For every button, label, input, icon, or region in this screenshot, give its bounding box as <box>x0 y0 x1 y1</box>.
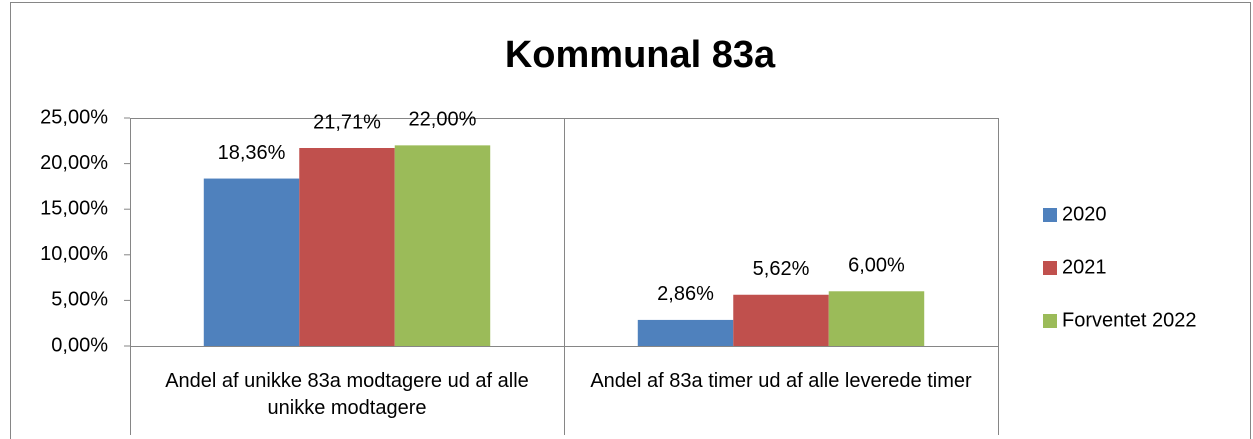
legend-label: 2021 <box>1062 256 1107 278</box>
x-tick-label: Andel af 83a timer ud af alle leverede t… <box>590 370 972 392</box>
legend-label: Forventet 2022 <box>1062 309 1197 331</box>
data-label: 18,36% <box>218 142 286 164</box>
legend-swatch <box>1043 314 1057 328</box>
y-tick-label: 25,00% <box>40 106 108 128</box>
legend-label: 2020 <box>1062 203 1107 225</box>
legend-swatch <box>1043 261 1057 275</box>
bar <box>299 148 395 346</box>
data-label: 2,86% <box>657 283 714 305</box>
y-tick-label: 0,00% <box>51 334 108 356</box>
data-label: 21,71% <box>313 111 381 133</box>
bar <box>637 319 734 346</box>
x-tick-label-box: Andel af unikke 83a modtagere ud af alle… <box>165 370 529 419</box>
y-tick-label: 20,00% <box>40 152 108 174</box>
data-label: 5,62% <box>753 258 810 280</box>
chart-title: Kommunal 83a <box>505 34 776 76</box>
y-tick-label: 15,00% <box>40 197 108 219</box>
legend-swatch <box>1043 208 1057 222</box>
bar <box>828 291 925 346</box>
y-tick-label: 10,00% <box>40 243 108 265</box>
y-tick-label: 5,00% <box>51 289 108 311</box>
data-label: 6,00% <box>848 255 905 277</box>
x-tick-label-box: Andel af 83a timer ud af alle leverede t… <box>590 370 972 392</box>
bar <box>733 294 829 346</box>
bar <box>203 178 300 346</box>
bar <box>394 145 491 346</box>
x-tick-label: Andel af unikke 83a modtagere ud af alle… <box>165 370 529 419</box>
data-label: 22,00% <box>409 109 477 131</box>
